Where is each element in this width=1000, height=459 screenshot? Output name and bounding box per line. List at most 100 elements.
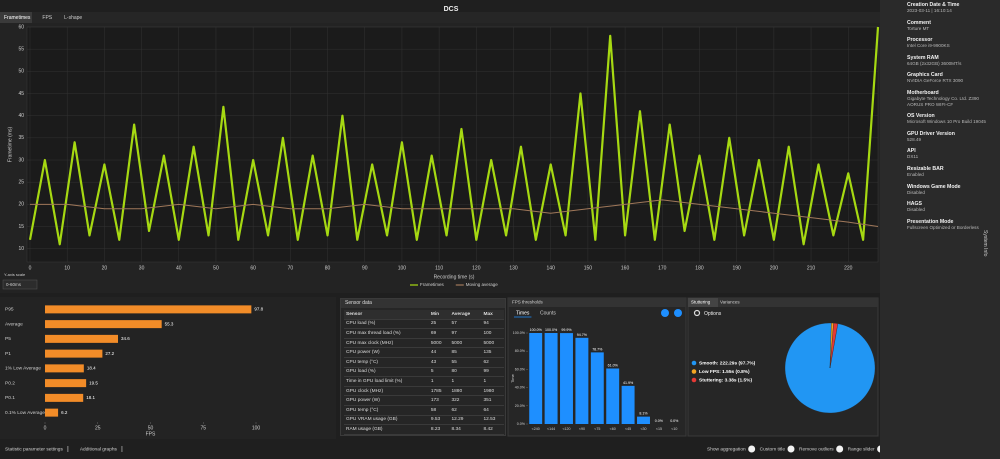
y-tick-label: 45: [18, 91, 24, 97]
info-label: GPU Driver Version: [907, 130, 955, 137]
toggle-label: Custom title: [760, 446, 786, 452]
axis-scale-label: Y-axis scale: [4, 272, 26, 277]
tab-bar: [0, 12, 880, 23]
tab[interactable]: FPS: [42, 15, 52, 21]
sensor-panel: Sensor data Sensor Min Average Max CPU load …: [340, 298, 506, 436]
x-tick-label: <120: [562, 427, 570, 431]
info-label: OS Version: [907, 113, 935, 120]
bar: [45, 408, 59, 417]
legend-label: Stuttering: 3.38s (1.5%): [699, 377, 752, 383]
icon-button[interactable]: [661, 309, 669, 317]
category-label: 1% Low Average: [5, 366, 41, 372]
footer-button[interactable]: Statistic parameter settings: [5, 446, 63, 452]
category-label: P0.1: [5, 395, 15, 401]
info-item: Windows Game Mode Disabled: [907, 184, 1000, 196]
info-item: Comment Torture MT: [907, 20, 1000, 32]
axis-scale-value[interactable]: 0-60ms: [6, 282, 22, 287]
x-tick-label: 170: [658, 265, 667, 271]
table-cell: 5000: [481, 338, 504, 349]
table-cell: 1980: [481, 386, 504, 397]
y-axis-label: Time: [510, 373, 515, 383]
value-label: 6.2: [61, 410, 68, 415]
tab[interactable]: Stuttering: [691, 300, 711, 305]
table-cell: 58: [428, 405, 450, 416]
tab[interactable]: Variances: [720, 300, 740, 305]
active-tab: [688, 298, 718, 307]
info-value: Microsoft Windows 10 Pro Build 19045: [907, 119, 986, 125]
table-row: GPU clock (MHz) 1785 1880 1980: [344, 386, 504, 397]
value-label: 78.7%: [592, 347, 603, 351]
sensor-table: Sensor Min Average Max CPU load (%) 25 57 94 CPU…: [344, 310, 504, 435]
x-tick-label: 200: [770, 265, 779, 271]
value-label: 97.8: [254, 307, 263, 312]
info-value: Intel Core i9-9900KS: [907, 43, 950, 49]
value-label: 8.1%: [639, 412, 648, 416]
info-value: Torture MT: [907, 25, 930, 31]
x-tick-label: 100: [398, 265, 407, 271]
table-cell: 62: [481, 357, 504, 368]
y-tick-label: 30: [18, 157, 24, 163]
toggle[interactable]: [748, 445, 756, 453]
toggle[interactable]: [877, 445, 880, 453]
toggle[interactable]: [787, 445, 795, 453]
tab[interactable]: L-shape: [64, 15, 82, 21]
y-tick-label: 60.0%: [515, 367, 526, 371]
table-cell: GPU power (W): [344, 395, 429, 406]
x-tick-label: 20: [102, 265, 108, 271]
table-cell: 85: [449, 347, 482, 358]
info-label: Resizable BAR: [907, 165, 944, 172]
series-line: [30, 199, 879, 228]
series-line: [28, 26, 880, 246]
bar: [560, 333, 573, 424]
table-row: CPU temp (°C) 43 55 62: [344, 357, 504, 368]
x-tick-label: 70: [288, 265, 294, 271]
x-tick-label: 10: [64, 265, 70, 271]
tab[interactable]: Counts: [540, 310, 556, 316]
x-tick-label: 150: [584, 265, 593, 271]
bar: [544, 333, 558, 424]
info-item: System RAM 64GB (2x32GB) 3600MT/s: [907, 55, 1000, 67]
info-label: Processor: [907, 37, 933, 44]
tab[interactable]: Times: [516, 310, 530, 316]
table-cell: 1: [428, 376, 450, 387]
y-tick-label: 60: [18, 24, 24, 30]
info-item: HAGS Disabled: [907, 201, 1000, 213]
info-value: NVIDIA GeForce RTX 3090: [907, 78, 964, 84]
legend-label: Frametimes: [420, 282, 445, 287]
tab[interactable]: Frametimes: [4, 15, 31, 21]
table-cell: 44: [428, 347, 450, 358]
table-cell: 173: [428, 395, 450, 406]
icon-button[interactable]: [674, 309, 682, 317]
table-cell: 1880: [449, 386, 482, 397]
info-value: Disabled: [907, 189, 925, 195]
toggle[interactable]: [836, 445, 844, 453]
value-label: 18.4: [87, 366, 96, 371]
gear-icon[interactable]: [693, 309, 701, 317]
menu-dots: [67, 448, 69, 450]
system-info-panel: Creation Date & Time 2023-03-11 | 16:10:1…: [880, 0, 1000, 459]
options-label[interactable]: Options: [704, 311, 722, 317]
toggle-label: Remove outliers: [799, 446, 834, 452]
title: DCS: [444, 6, 459, 13]
x-tick-label: 130: [509, 265, 518, 271]
legend-swatch: [691, 377, 697, 383]
table-cell: 99: [481, 367, 504, 378]
table-cell: 8.42: [481, 424, 504, 435]
menu-dots: [121, 446, 123, 448]
legend-label: Smooth: 222.29s (97.7%): [699, 360, 756, 366]
side-tab[interactable]: System Info: [982, 230, 988, 257]
table-cell: 69: [428, 328, 450, 339]
info-label: API: [907, 148, 916, 155]
x-tick-label: 30: [139, 265, 145, 271]
y-tick-label: 20.0%: [515, 404, 526, 408]
table-cell: 57: [449, 319, 482, 330]
x-tick-label: <60: [610, 427, 616, 431]
info-value: 528.49: [907, 136, 922, 142]
x-tick-label: 110: [435, 265, 443, 271]
info-item: Processor Intel Core i9-9900KS: [907, 37, 1000, 49]
value-label: 99.9%: [561, 328, 572, 332]
x-tick-label: <240: [532, 427, 540, 431]
x-tick-label: <15: [656, 427, 662, 431]
dropdown[interactable]: [2, 279, 38, 290]
footer-button[interactable]: Additional graphs: [80, 446, 118, 452]
